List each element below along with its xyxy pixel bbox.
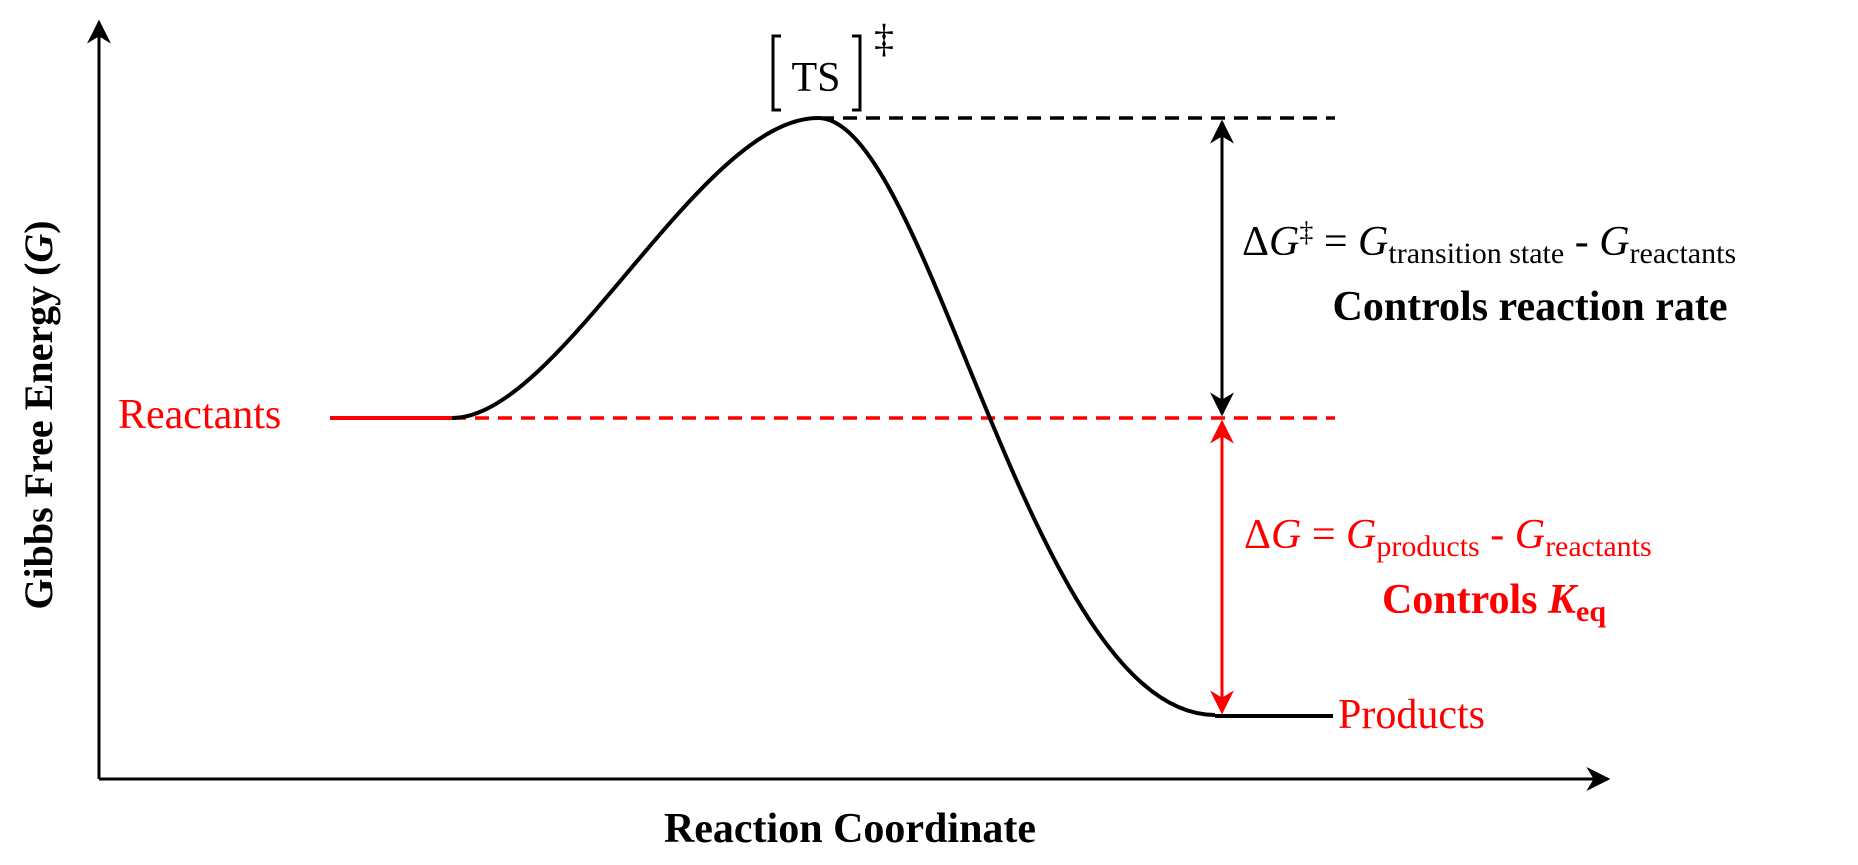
reaction-sub-r: reactants xyxy=(1545,530,1652,563)
activation-delta: Δ xyxy=(1242,219,1269,265)
reaction-caption-prefix: Controls xyxy=(1382,577,1548,623)
reaction-g-r: G xyxy=(1515,512,1545,558)
transition-state-label: TS ‡ xyxy=(771,16,894,112)
products-label: Products xyxy=(1338,692,1485,738)
x-axis-label: Reaction Coordinate xyxy=(664,806,1036,852)
ts-double-dagger: ‡ xyxy=(874,16,894,61)
ts-right-bracket xyxy=(852,34,862,112)
y-axis-label-suffix: ) xyxy=(16,220,61,233)
reaction-sub-p: products xyxy=(1376,530,1479,563)
activation-sub-ts: transition state xyxy=(1388,237,1564,270)
reaction-caption-k: K xyxy=(1547,577,1579,623)
y-axis-label-var: G xyxy=(16,234,61,263)
reaction-energy-equation: ΔG = Gproducts - Greactants xyxy=(1244,512,1652,563)
ts-text: TS xyxy=(791,55,840,101)
activation-g-r: G xyxy=(1599,219,1629,265)
reaction-minus: - xyxy=(1480,512,1515,558)
activation-g-ts: G xyxy=(1358,219,1388,265)
activation-dagger: ‡ xyxy=(1299,217,1313,248)
ts-left-bracket xyxy=(771,34,781,112)
activation-caption: Controls reaction rate xyxy=(1332,284,1727,330)
reaction-caption-sub: eq xyxy=(1576,595,1606,628)
reaction-g: G xyxy=(1271,512,1301,558)
reaction-equals: = xyxy=(1301,512,1346,558)
activation-g: G xyxy=(1269,219,1299,265)
reaction-caption: Controls Keq xyxy=(1382,577,1606,628)
activation-equals: = xyxy=(1313,219,1358,265)
activation-sub-r: reactants xyxy=(1630,237,1737,270)
y-axis-label: Gibbs Free Energy (G) xyxy=(16,220,61,609)
y-axis-label-prefix: Gibbs Free Energy ( xyxy=(16,263,61,610)
energy-curve xyxy=(451,115,1216,717)
reaction-g-p: G xyxy=(1346,512,1376,558)
reaction-delta: Δ xyxy=(1244,512,1271,558)
reactants-label: Reactants xyxy=(118,392,281,438)
activation-energy-equation: ΔG‡ = Gtransition state - Greactants xyxy=(1242,217,1736,270)
activation-minus: - xyxy=(1564,219,1599,265)
